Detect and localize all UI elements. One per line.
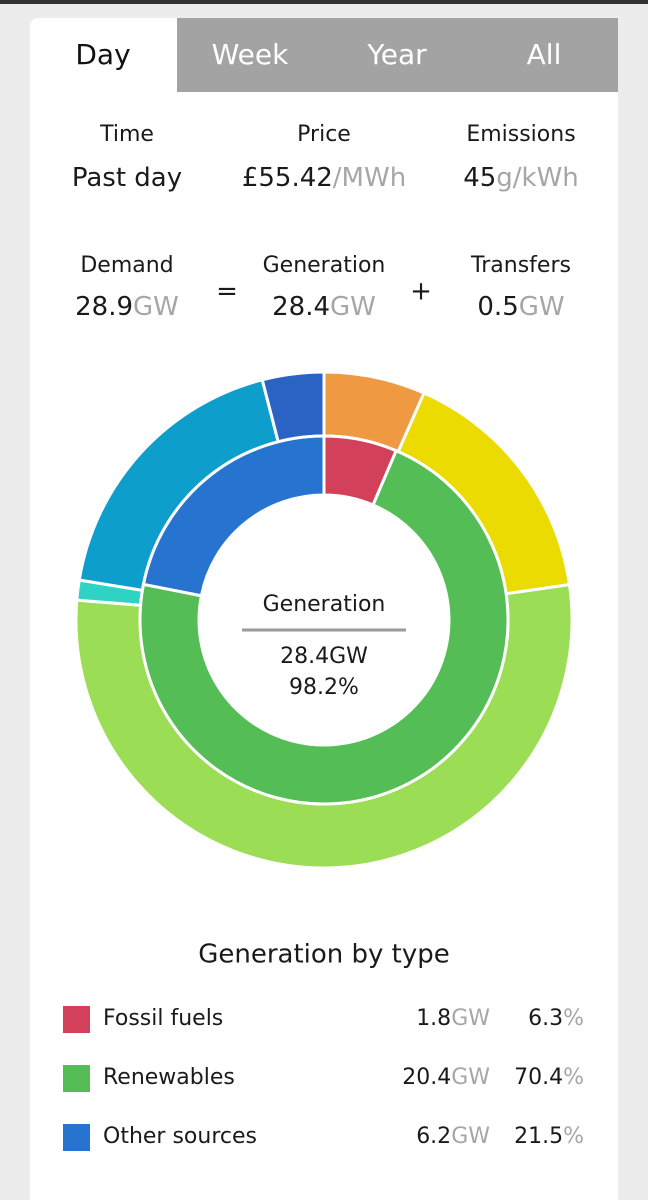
balance-label: Generation xyxy=(263,253,386,278)
tab-bar xyxy=(177,18,618,92)
balance: 28.9GW xyxy=(75,292,179,322)
operator: = xyxy=(216,277,238,307)
legend-name: Fossil fuels xyxy=(103,1006,223,1031)
center-percent-value: 98.2 xyxy=(289,675,338,700)
summary: Past day xyxy=(72,163,182,193)
tab[interactable]: Week xyxy=(212,38,289,71)
operator: + xyxy=(410,277,432,307)
legend-value-unit: GW xyxy=(451,1006,490,1031)
legend-swatch xyxy=(63,1006,90,1033)
legend-percent-unit: % xyxy=(563,1124,584,1149)
center-percent: 98.2% xyxy=(289,675,359,700)
legend-percent: 70.4% xyxy=(514,1065,584,1090)
legend-value-unit: GW xyxy=(451,1124,490,1149)
legend-value: 20.4GW xyxy=(402,1065,490,1090)
legend-percent-value: 70.4 xyxy=(514,1065,563,1090)
center-value-value: 28.4 xyxy=(280,644,329,669)
balance: 28.4GW xyxy=(272,292,376,322)
legend-name: Other sources xyxy=(103,1124,257,1149)
summary-value: 45 xyxy=(463,163,496,193)
legend-value-value: 1.8 xyxy=(416,1006,451,1031)
center-value-unit: GW xyxy=(329,644,368,669)
center-title: Generation xyxy=(263,592,386,617)
tab[interactable]: All xyxy=(527,38,562,71)
legend-value-value: 6.2 xyxy=(416,1124,451,1149)
legend-value: 1.8GW xyxy=(416,1006,490,1031)
balance: 0.5GW xyxy=(477,292,564,322)
card xyxy=(30,18,618,1200)
legend-name: Renewables xyxy=(103,1065,235,1090)
legend-value-value: 20.4 xyxy=(402,1065,451,1090)
top-bar xyxy=(0,0,648,4)
balance-unit: GW xyxy=(330,292,376,322)
balance-unit: GW xyxy=(133,292,179,322)
legend-percent-unit: % xyxy=(563,1065,584,1090)
legend-swatch xyxy=(63,1065,90,1092)
summary-value: £55.42 xyxy=(242,163,333,193)
summary-unit: /MWh xyxy=(333,163,406,193)
balance-unit: GW xyxy=(519,292,565,322)
balance-label: Transfers xyxy=(470,253,571,278)
summary-value: Past day xyxy=(72,163,182,193)
center-value: 28.4GW xyxy=(280,644,368,669)
tab[interactable]: Day xyxy=(75,38,130,71)
legend-percent-value: 21.5 xyxy=(514,1124,563,1149)
balance-label: Demand xyxy=(80,253,173,278)
summary-label: Price xyxy=(297,122,351,147)
legend-percent: 21.5% xyxy=(514,1124,584,1149)
summary-label: Time xyxy=(99,122,154,147)
balance-value: 0.5 xyxy=(477,292,518,322)
legend-swatch xyxy=(63,1124,90,1151)
legend-title: Generation by type xyxy=(198,940,450,970)
balance-value: 28.4 xyxy=(272,292,330,322)
legend-percent-value: 6.3 xyxy=(528,1006,563,1031)
legend-percent-unit: % xyxy=(563,1006,584,1031)
inner-segment xyxy=(138,448,510,806)
inner-segment xyxy=(141,434,326,598)
summary: 45g/kWh xyxy=(463,163,579,193)
balance-value: 28.9 xyxy=(75,292,133,322)
center-percent-unit: % xyxy=(338,675,359,700)
tab[interactable]: Year xyxy=(366,38,427,71)
legend-percent: 6.3% xyxy=(528,1006,584,1031)
summary-unit: g/kWh xyxy=(496,163,579,193)
legend-value: 6.2GW xyxy=(416,1124,490,1149)
summary: £55.42/MWh xyxy=(242,163,406,193)
summary-label: Emissions xyxy=(466,122,575,147)
legend-value-unit: GW xyxy=(451,1065,490,1090)
